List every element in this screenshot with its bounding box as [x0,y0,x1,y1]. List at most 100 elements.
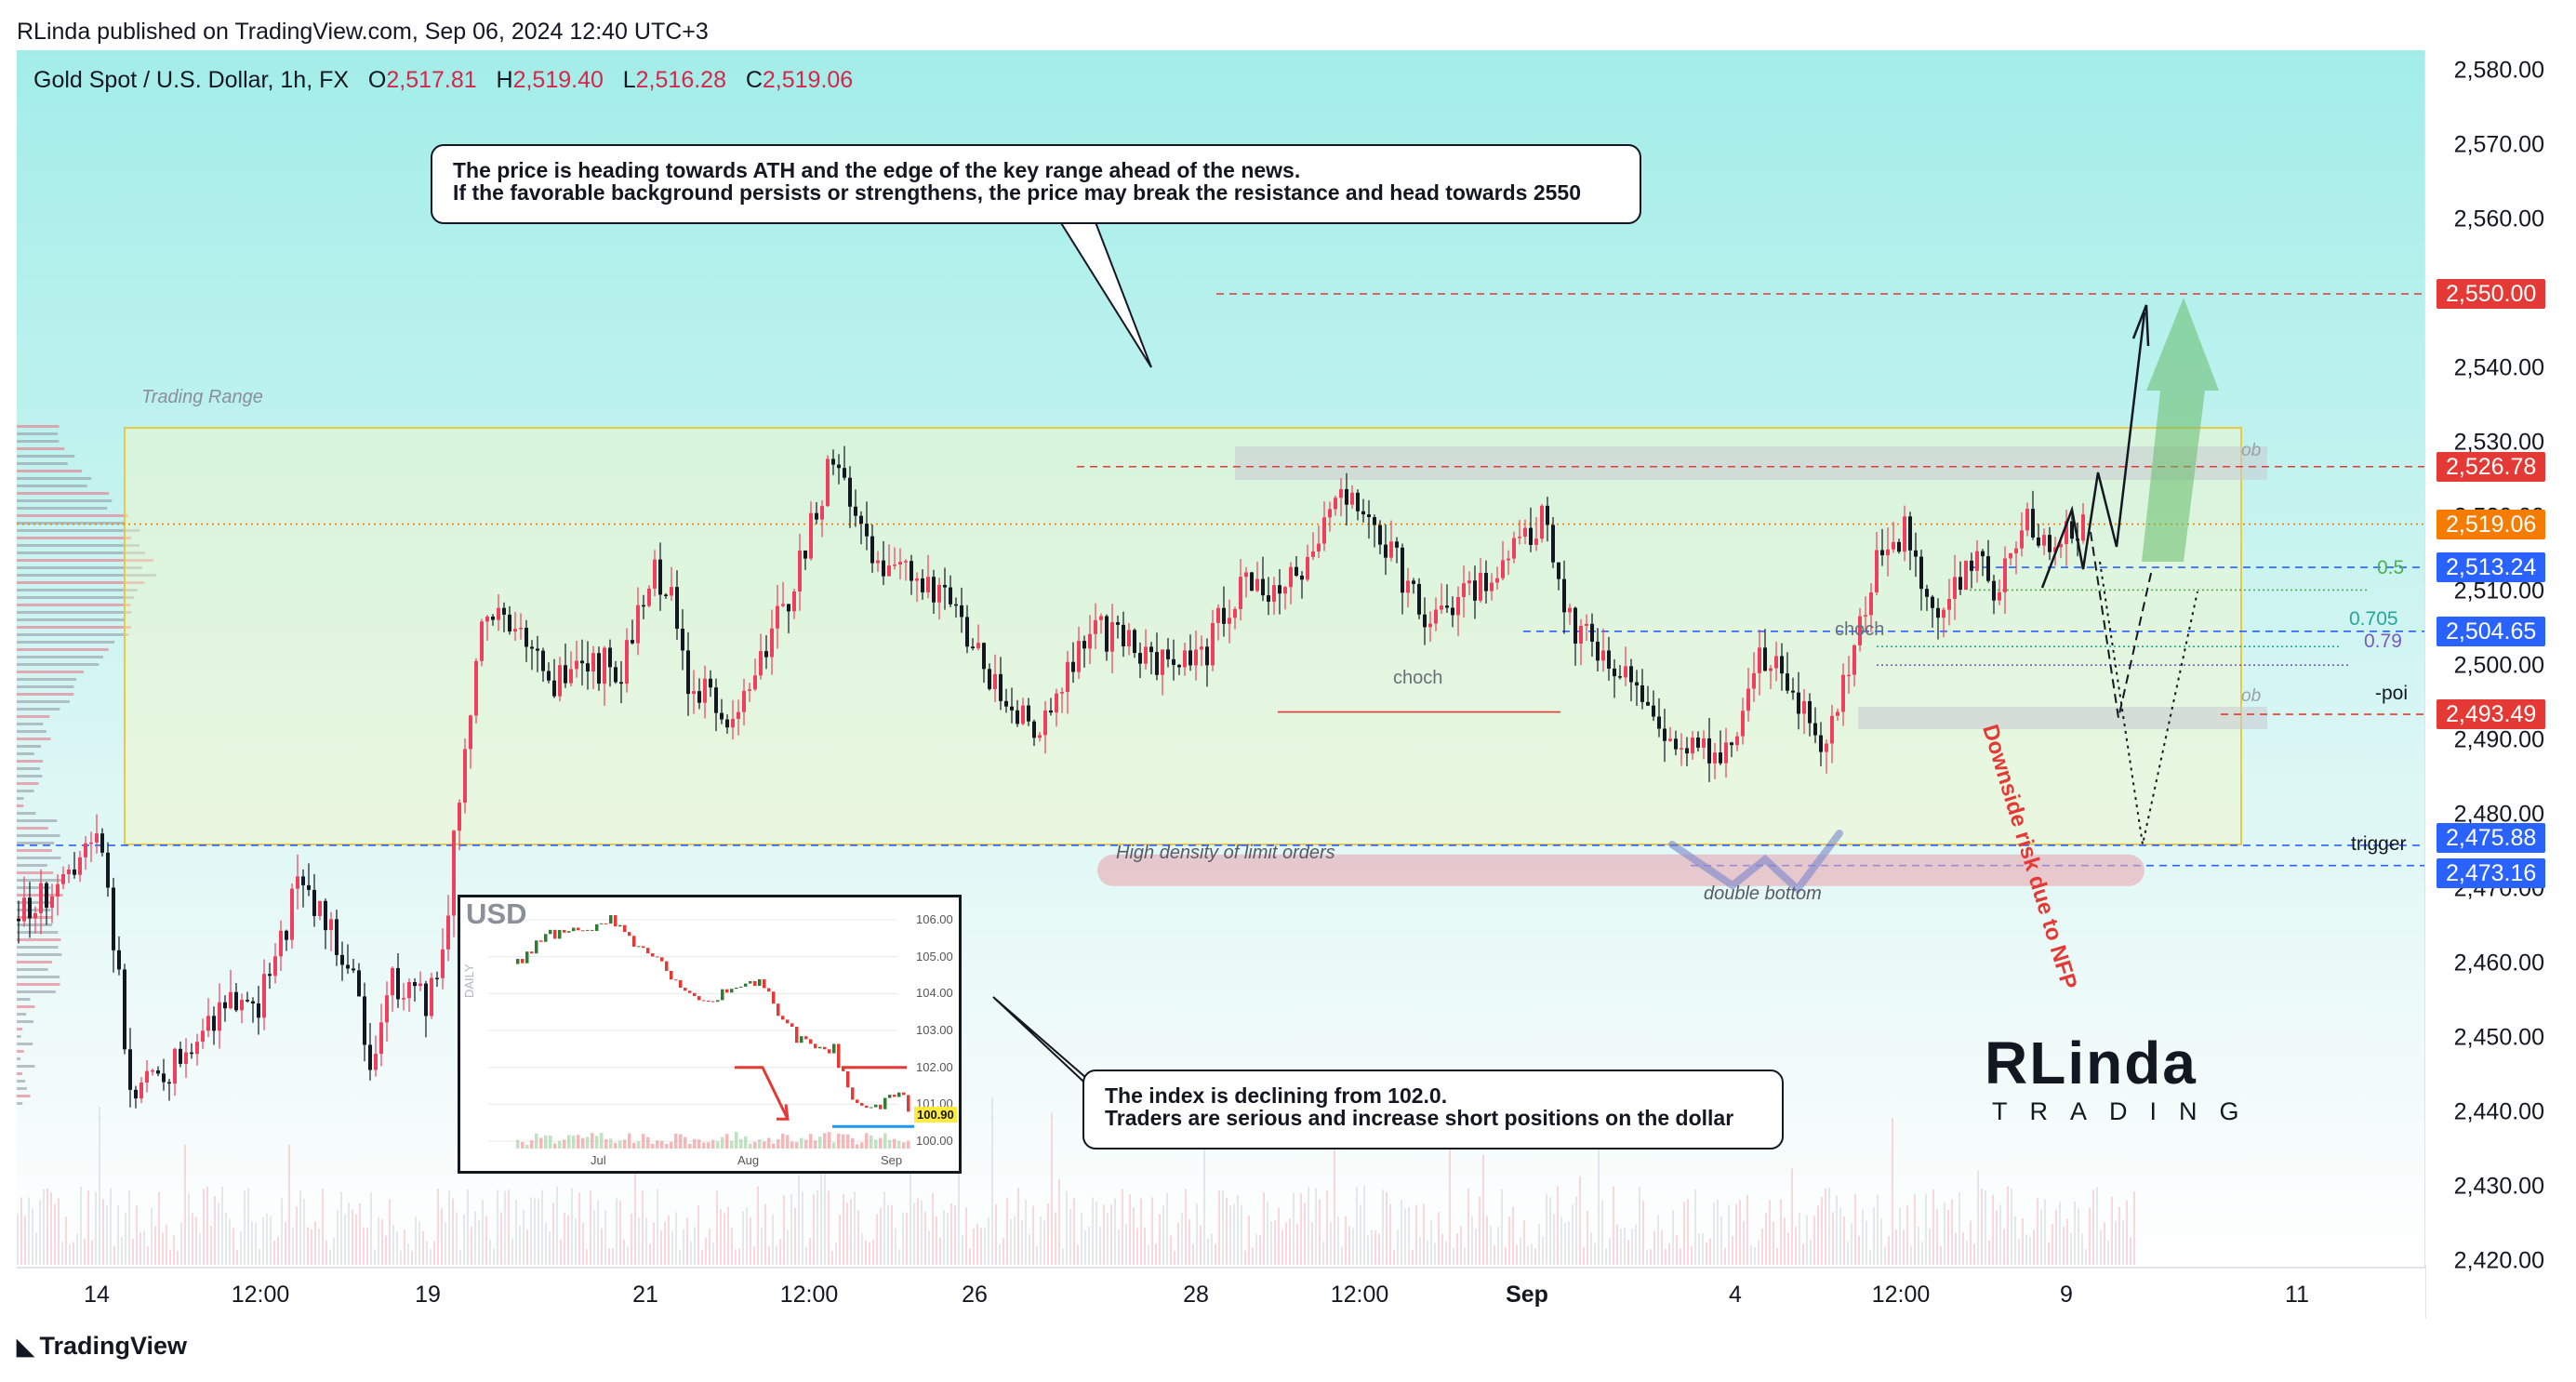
volume-bar [891,1205,893,1265]
volume-bar [552,1203,554,1265]
candle-body [139,1083,143,1098]
volume-bar [902,1213,904,1265]
volume-bar [1319,1200,1321,1265]
volume-profile-bar [17,485,87,487]
volume-bar [169,1250,171,1265]
volume-bar [363,1228,365,1265]
volume-bar [2107,1241,2109,1265]
volume-bar [1702,1233,1704,1265]
candle-body [1880,550,1884,555]
volume-bar [1148,1245,1149,1265]
inset-volume-bar [516,1140,520,1149]
volume-bar [1564,1223,1566,1265]
volume-profile-bar [17,499,112,502]
candle-body [1378,525,1382,545]
candle-body [614,667,617,682]
candle-body [1512,538,1516,559]
volume-profile-bar [17,879,61,882]
candle-body [982,643,986,669]
volume-bar [1378,1234,1380,1265]
volume-bar [1691,1246,1693,1265]
volume-bar [1107,1213,1109,1265]
volume-bar [69,1244,71,1265]
candle-body [363,996,366,1044]
volume-bar [1936,1209,1938,1265]
candle-body [1311,551,1315,557]
volume-profile-bar [17,864,47,867]
inset-candle [865,1106,869,1108]
inset-volume-bar [874,1139,878,1149]
volume-bar [448,1190,450,1265]
volume-bar [87,1190,89,1265]
candle-body [1428,624,1432,628]
inset-candle [674,979,678,980]
volume-bar [2052,1224,2053,1265]
candle-body [312,890,316,916]
volume-bar [1255,1234,1257,1265]
time-tick: 21 [632,1282,658,1309]
candle-body [686,650,690,694]
candle-body [1925,589,1929,597]
candle-body [162,1073,166,1082]
volume-bar [99,1107,100,1265]
volume-bar [1341,1247,1343,1265]
candle-body [1473,580,1477,601]
candle-body [1908,516,1912,551]
inset-volume-bar [888,1140,892,1149]
inset-volume-bar [725,1134,729,1149]
volume-bar [50,1192,52,1265]
volume-bar [65,1216,67,1265]
candle-body [1295,567,1298,576]
volume-bar [154,1226,156,1265]
candle-body [904,561,908,563]
volume-bar [1058,1179,1060,1265]
volume-bar [445,1223,446,1265]
price-axis[interactable]: 2,580.00 2,570.00 2,560.00 2,550.00 2,540.00… [2425,50,2561,1265]
volume-bar [485,1216,487,1265]
volume-bar [1330,1222,1332,1265]
volume-bar [1873,1207,1875,1265]
footer-brand[interactable]: ◣ TradingView [17,1332,187,1361]
inset-volume-bar [758,1139,762,1149]
price-tick: 2,490.00 [2454,727,2544,754]
volume-bar [761,1229,763,1265]
inset-candle [735,988,738,989]
candle-body [229,992,232,1008]
volume-bar [1003,1238,1004,1265]
volume-bar [1419,1237,1421,1265]
volume-bar [1932,1189,1934,1265]
inset-volume-bar [730,1141,734,1149]
volume-bar [1475,1229,1477,1265]
candle-body [424,984,428,1017]
volume-bar [2089,1208,2091,1265]
volume-bar [705,1238,707,1265]
inset-volume-bar [642,1134,645,1149]
volume-bar [404,1229,405,1265]
volume-bar [73,1242,74,1265]
candle-body [1852,645,1856,675]
candle-body [681,629,684,650]
volume-bar [1226,1198,1228,1265]
inset-candle [651,953,655,956]
volume-bar [564,1213,565,1265]
volume-profile-bar [17,1035,21,1038]
volume-bar [1825,1189,1826,1265]
time-axis[interactable]: 14 12:00 19 21 12:00 26 28 12:00 Sep 4 12:00 9 11 [17,1267,2425,1321]
candle-body [1691,738,1694,753]
volume-bar [1374,1230,1376,1265]
volume-bar [225,1213,227,1265]
candle-body [1919,557,1923,590]
volume-profile-bar [17,1043,33,1045]
volume-bar [556,1187,558,1265]
volume-bar [1073,1198,1075,1265]
candle-body [921,578,924,592]
candle-body [407,982,411,998]
candle-body [575,660,578,669]
inset-candle [595,924,599,931]
candle-body [798,551,802,591]
inset-candle [684,988,687,990]
volume-profile-bar [17,440,59,443]
volume-bar [999,1244,1001,1265]
volume-bar [1516,1245,1518,1265]
candle-body [184,1053,188,1064]
